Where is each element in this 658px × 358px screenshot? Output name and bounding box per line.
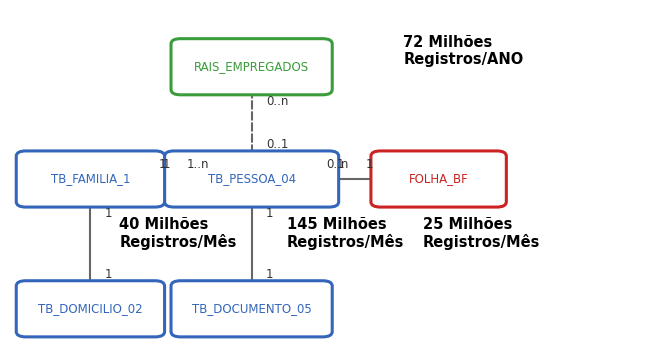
Text: 1: 1 bbox=[159, 158, 166, 171]
FancyBboxPatch shape bbox=[371, 151, 507, 207]
Text: 1: 1 bbox=[266, 207, 273, 220]
Text: 1: 1 bbox=[337, 158, 344, 171]
FancyBboxPatch shape bbox=[171, 39, 332, 95]
Text: 25 Milhões
Registros/Mês: 25 Milhões Registros/Mês bbox=[422, 217, 540, 250]
Text: TB_DOCUMENTO_05: TB_DOCUMENTO_05 bbox=[191, 302, 311, 315]
Text: 1: 1 bbox=[105, 268, 112, 281]
FancyBboxPatch shape bbox=[171, 281, 332, 337]
Text: RAIS_EMPREGADOS: RAIS_EMPREGADOS bbox=[194, 60, 309, 73]
Text: 145 Milhões
Registros/Mês: 145 Milhões Registros/Mês bbox=[287, 217, 405, 250]
Text: TB_PESSOA_04: TB_PESSOA_04 bbox=[207, 173, 295, 185]
Text: 1: 1 bbox=[365, 158, 373, 171]
FancyBboxPatch shape bbox=[16, 281, 164, 337]
FancyBboxPatch shape bbox=[164, 151, 339, 207]
Text: TB_FAMILIA_1: TB_FAMILIA_1 bbox=[51, 173, 130, 185]
Text: 0..n: 0..n bbox=[326, 158, 348, 171]
Text: FOLHA_BF: FOLHA_BF bbox=[409, 173, 468, 185]
FancyBboxPatch shape bbox=[16, 151, 164, 207]
Text: 1..n: 1..n bbox=[187, 158, 210, 171]
Text: 1: 1 bbox=[163, 158, 170, 171]
Text: 0..1: 0..1 bbox=[266, 138, 288, 151]
Text: 72 Milhões
Registros/ANO: 72 Milhões Registros/ANO bbox=[403, 35, 523, 67]
Text: 1: 1 bbox=[266, 268, 273, 281]
Text: 0..n: 0..n bbox=[266, 95, 288, 108]
Text: 1: 1 bbox=[105, 207, 112, 220]
Text: 40 Milhões
Registros/Mês: 40 Milhões Registros/Mês bbox=[119, 217, 237, 250]
Text: TB_DOMICILIO_02: TB_DOMICILIO_02 bbox=[38, 302, 143, 315]
